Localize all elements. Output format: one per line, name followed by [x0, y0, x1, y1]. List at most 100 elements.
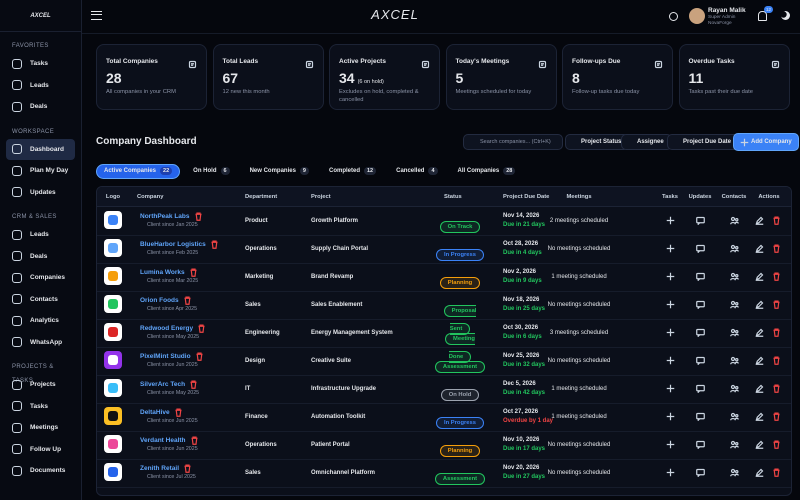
company-name[interactable]: PixelMint Studio	[140, 353, 191, 360]
nav-item[interactable]: Analytics	[6, 310, 75, 332]
contacts-button[interactable]	[729, 300, 739, 309]
nav-item[interactable]: Deals	[6, 96, 75, 118]
column-header[interactable]: Department	[245, 194, 278, 200]
nav-item[interactable]: Contacts	[6, 289, 75, 311]
add-task-button[interactable]	[666, 272, 675, 281]
edit-button[interactable]	[755, 412, 764, 421]
nav-item[interactable]: Plan My Day	[6, 160, 75, 182]
add-task-button[interactable]	[666, 412, 675, 421]
delete-button[interactable]	[772, 328, 781, 337]
menu-button[interactable]	[91, 11, 102, 20]
delete-company[interactable]	[189, 380, 198, 389]
company-name[interactable]: Redwood Energy	[140, 325, 194, 332]
contacts-button[interactable]	[729, 272, 739, 281]
delete-company[interactable]	[174, 408, 183, 417]
contacts-button[interactable]	[729, 244, 739, 253]
delete-company[interactable]	[190, 436, 199, 445]
updates-button[interactable]	[695, 468, 705, 477]
nav-item[interactable]: Tasks	[6, 396, 75, 418]
delete-company[interactable]	[189, 268, 198, 277]
filter-button[interactable]: Assignee	[621, 134, 672, 150]
delete-button[interactable]	[772, 468, 781, 477]
delete-company[interactable]	[183, 464, 192, 473]
tab[interactable]: Active Companies 22	[96, 163, 181, 179]
delete-company[interactable]	[183, 296, 192, 305]
column-header[interactable]: Project Due Date	[503, 194, 550, 200]
company-name[interactable]: Verdant Health	[140, 437, 186, 444]
nav-item[interactable]: Updates	[6, 182, 75, 204]
theme-toggle[interactable]	[781, 11, 790, 20]
updates-button[interactable]	[695, 300, 705, 309]
nav-item[interactable]: Follow Up	[6, 439, 75, 461]
delete-company[interactable]	[194, 212, 203, 221]
updates-button[interactable]	[695, 272, 705, 281]
company-name[interactable]: SilverArc Tech	[140, 381, 186, 388]
company-name[interactable]: DeltaHive	[140, 409, 170, 416]
delete-button[interactable]	[772, 216, 781, 225]
nav-item[interactable]: Companies	[6, 267, 75, 289]
contacts-button[interactable]	[729, 216, 739, 225]
edit-button[interactable]	[755, 468, 764, 477]
filter-button[interactable]: Project Status	[565, 134, 630, 150]
contacts-button[interactable]	[729, 328, 739, 337]
add-task-button[interactable]	[666, 328, 675, 337]
nav-item[interactable]: Projects	[6, 374, 75, 396]
contacts-button[interactable]	[729, 468, 739, 477]
contacts-button[interactable]	[729, 384, 739, 393]
updates-button[interactable]	[695, 244, 705, 253]
updates-button[interactable]	[695, 356, 705, 365]
updates-button[interactable]	[695, 384, 705, 393]
edit-button[interactable]	[755, 300, 764, 309]
edit-button[interactable]	[755, 440, 764, 449]
contacts-button[interactable]	[729, 356, 739, 365]
tab[interactable]: Completed 12	[322, 164, 383, 179]
column-header[interactable]: Project	[311, 194, 331, 200]
add-task-button[interactable]	[666, 244, 675, 253]
delete-button[interactable]	[772, 440, 781, 449]
contacts-button[interactable]	[729, 440, 739, 449]
nav-item[interactable]: Dashboard	[6, 138, 75, 160]
updates-button[interactable]	[695, 328, 705, 337]
info-button[interactable]	[669, 12, 678, 21]
nav-item[interactable]: Leads	[6, 75, 75, 97]
delete-button[interactable]	[772, 300, 781, 309]
nav-item[interactable]: Meetings	[6, 417, 75, 439]
nav-item[interactable]: Tasks	[6, 53, 75, 75]
add-task-button[interactable]	[666, 216, 675, 225]
delete-button[interactable]	[772, 244, 781, 253]
edit-button[interactable]	[755, 328, 764, 337]
edit-button[interactable]	[755, 384, 764, 393]
add-task-button[interactable]	[666, 384, 675, 393]
add-company-button[interactable]: Add Company	[733, 133, 799, 151]
nav-item[interactable]: Deals	[6, 246, 75, 268]
delete-company[interactable]	[195, 352, 204, 361]
nav-item[interactable]: Documents	[6, 460, 75, 482]
updates-button[interactable]	[695, 412, 705, 421]
nav-item[interactable]: WhatsApp	[6, 332, 75, 354]
tab[interactable]: On Hold 6	[186, 164, 236, 179]
column-header[interactable]: Status	[444, 194, 462, 200]
tab[interactable]: All Companies 28	[451, 164, 523, 179]
delete-button[interactable]	[772, 272, 781, 281]
add-task-button[interactable]	[666, 300, 675, 309]
filter-button[interactable]: Project Due Date	[667, 134, 740, 150]
delete-company[interactable]	[197, 324, 206, 333]
column-header[interactable]: Company	[137, 194, 164, 200]
company-name[interactable]: Orion Foods	[140, 297, 179, 304]
company-name[interactable]: Zenith Retail	[140, 465, 180, 472]
add-task-button[interactable]	[666, 440, 675, 449]
add-task-button[interactable]	[666, 356, 675, 365]
delete-button[interactable]	[772, 412, 781, 421]
delete-company[interactable]	[210, 240, 219, 249]
delete-button[interactable]	[772, 384, 781, 393]
company-name[interactable]: BlueHarbor Logistics	[140, 241, 206, 248]
edit-button[interactable]	[755, 216, 764, 225]
notifications[interactable]	[758, 11, 767, 21]
edit-button[interactable]	[755, 272, 764, 281]
updates-button[interactable]	[695, 216, 705, 225]
tab[interactable]: Cancelled 4	[389, 164, 444, 179]
add-task-button[interactable]	[666, 468, 675, 477]
search-box[interactable]: Search companies... (Ctrl+K)	[463, 134, 563, 150]
edit-button[interactable]	[755, 356, 764, 365]
nav-item[interactable]: Leads	[6, 224, 75, 246]
